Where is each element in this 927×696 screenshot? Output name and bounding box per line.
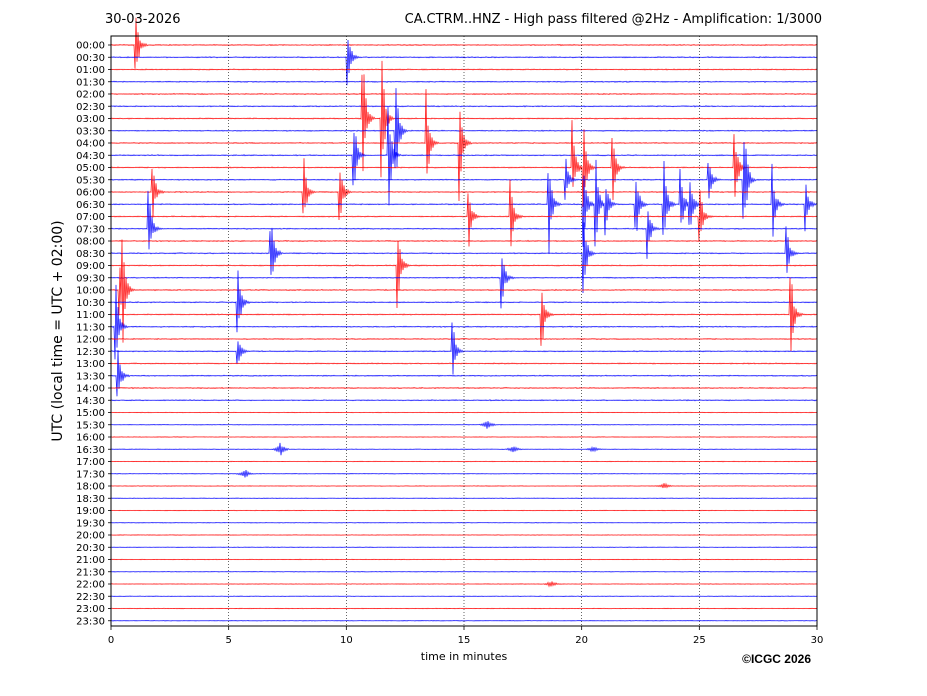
trace-row-1730 — [110, 469, 818, 478]
y-tick-label: 05:00 — [76, 163, 105, 174]
y-tick-label: 09:00 — [76, 261, 105, 272]
trace-row-0400 — [110, 89, 818, 201]
y-tick-label: 00:00 — [76, 41, 105, 52]
y-tick-label: 05:30 — [76, 175, 105, 186]
y-tick-label: 11:00 — [76, 310, 105, 321]
x-tick-label: 20 — [575, 635, 588, 646]
trace-row-0300 — [110, 60, 818, 178]
trace-row-2200 — [110, 581, 818, 588]
y-tick-label: 03:30 — [76, 126, 105, 137]
y-tick-label: 04:30 — [76, 151, 105, 162]
trace-row-0430 — [110, 107, 818, 206]
trace-row-0930 — [110, 258, 818, 309]
y-tick-label: 20:30 — [76, 543, 105, 554]
y-tick-label: 19:30 — [76, 518, 105, 529]
chart-date: 30-03-2026 — [105, 12, 181, 27]
y-tick-label: 21:00 — [76, 555, 105, 566]
y-tick-label: 02:00 — [76, 90, 105, 101]
x-tick-label: 15 — [458, 635, 471, 646]
y-tick-label: 23:00 — [76, 604, 105, 615]
trace-row-0530 — [110, 142, 818, 219]
chart-title: CA.CTRM..HNZ - High pass filtered @2Hz -… — [404, 12, 822, 27]
y-tick-label: 18:00 — [76, 482, 105, 493]
y-tick-label: 07:00 — [76, 212, 105, 223]
x-axis: 0 5 10 15 20 25 30 — [108, 626, 824, 646]
y-tick-label: 00:30 — [76, 53, 105, 64]
y-tick-label: 22:00 — [76, 580, 105, 591]
trace-row-1600 — [110, 436, 818, 438]
x-tick-label: 30 — [811, 635, 824, 646]
y-tick-label: 11:30 — [76, 322, 105, 333]
y-tick-label: 01:30 — [76, 77, 105, 88]
y-tick-label: 09:30 — [76, 273, 105, 284]
trace-row-1000 — [110, 239, 818, 343]
y-tick-label: 03:00 — [76, 114, 105, 125]
y-tick-label: 13:00 — [76, 359, 105, 370]
trace-row-0900 — [110, 240, 818, 308]
trace-row-1630 — [110, 442, 818, 456]
y-tick-label: 04:00 — [76, 139, 105, 150]
trace-row-1700 — [110, 460, 818, 463]
y-tick-label: 12:00 — [76, 335, 105, 346]
trace-row-1100 — [110, 277, 818, 352]
y-tick-label: 17:30 — [76, 469, 105, 480]
trace-row-2030 — [110, 546, 818, 549]
y-tick-label: 14:30 — [76, 396, 105, 407]
y-tick-label: 23:30 — [76, 616, 105, 627]
y-tick-label: 10:30 — [76, 298, 105, 309]
y-tick-label: 22:30 — [76, 592, 105, 603]
x-axis-label: time in minutes — [421, 650, 508, 663]
trace-row-0330 — [110, 88, 818, 169]
copyright-text: ©ICGC 2026 — [742, 652, 811, 666]
trace-row-1530 — [110, 421, 818, 429]
trace-row-2130 — [110, 570, 818, 573]
trace-row-2300 — [110, 607, 818, 610]
trace-row-2100 — [110, 558, 818, 561]
trace-row-1500 — [110, 411, 818, 414]
y-tick-label: 16:30 — [76, 445, 105, 456]
y-tick-label: 20:00 — [76, 531, 105, 542]
y-tick-label: 02:30 — [76, 102, 105, 113]
y-tick-label: 13:30 — [76, 371, 105, 382]
y-tick-label: 16:00 — [76, 433, 105, 444]
y-tick-label: 06:30 — [76, 200, 105, 211]
trace-row-2330 — [110, 619, 818, 622]
x-tick-label: 25 — [693, 635, 706, 646]
x-tick-label: 10 — [340, 635, 353, 646]
trace-row-1030 — [110, 270, 818, 333]
y-tick-label: 12:30 — [76, 347, 105, 358]
y-tick-label: 07:30 — [76, 224, 105, 235]
y-tick-label: 14:00 — [76, 384, 105, 395]
y-tick-label: 21:30 — [76, 567, 105, 578]
y-tick-label: 08:00 — [76, 237, 105, 248]
y-tick-label: 06:00 — [76, 188, 105, 199]
y-tick-label: 17:00 — [76, 457, 105, 468]
grid-lines — [228, 36, 700, 626]
y-tick-label: 08:30 — [76, 249, 105, 260]
trace-row-0500 — [110, 120, 818, 207]
x-tick-label: 5 — [225, 635, 231, 646]
y-tick-label: 10:00 — [76, 286, 105, 297]
trace-row-1130 — [110, 284, 818, 360]
trace-row-2230 — [110, 595, 818, 598]
y-tick-label: 19:00 — [76, 506, 105, 517]
y-tick-label: 18:30 — [76, 494, 105, 505]
x-tick-label: 0 — [108, 635, 114, 646]
y-axis-label: UTC (local time = UTC + 02:00) — [50, 220, 66, 441]
y-tick-label: 01:00 — [76, 65, 105, 76]
y-tick-label: 15:30 — [76, 420, 105, 431]
y-tick-label: 15:00 — [76, 408, 105, 419]
